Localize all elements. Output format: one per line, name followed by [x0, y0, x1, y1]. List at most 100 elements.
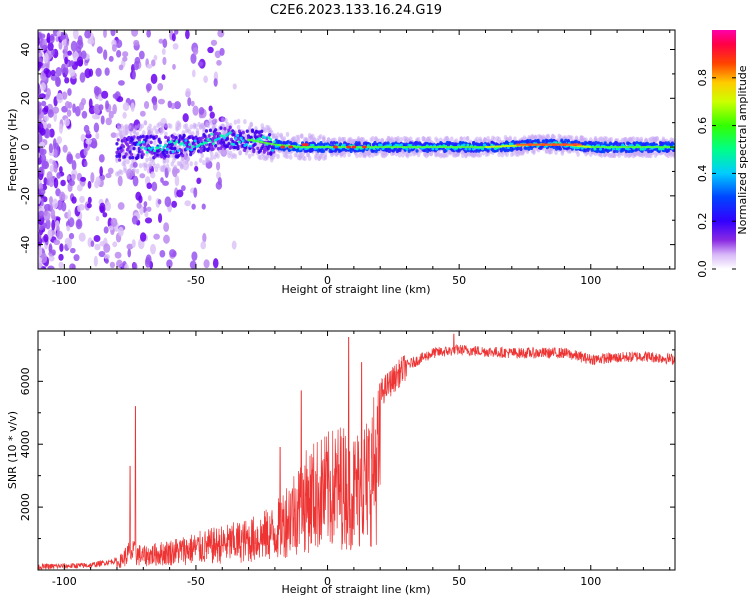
heatmap-blob — [47, 265, 55, 269]
heatmap-core — [189, 152, 193, 157]
heatmap-hot — [443, 145, 446, 149]
heatmap-blob — [64, 77, 70, 84]
heatmap-halo — [497, 151, 501, 158]
heatmap-mid — [151, 146, 155, 150]
heatmap-blob — [139, 232, 147, 242]
heatmap-blob — [74, 105, 81, 117]
heatmap-blob — [207, 46, 214, 54]
heatmap-blob — [122, 56, 128, 62]
heatmap-halo — [124, 168, 129, 175]
heatmap-halo — [570, 135, 574, 141]
heatmap-mid — [482, 143, 486, 147]
heatmap-blob — [53, 162, 58, 173]
heatmap-blob — [38, 105, 42, 116]
heatmap-hot — [339, 145, 343, 149]
heatmap-blob — [56, 30, 62, 37]
heatmap-halo — [337, 136, 342, 142]
heatmap-hot — [447, 145, 451, 149]
heatmap-blob — [105, 201, 111, 212]
heatmap-blob — [171, 33, 176, 42]
y-tick-label: -40 — [19, 236, 32, 254]
heatmap-hot — [476, 145, 480, 149]
heatmap-hot — [630, 145, 634, 149]
heatmap-core — [603, 141, 607, 145]
heatmap-blob — [80, 176, 87, 182]
heatmap-hot — [369, 145, 373, 149]
heatmap-core — [615, 141, 619, 146]
heatmap-core — [558, 147, 563, 151]
heatmap-blob — [48, 143, 54, 154]
heatmap-blob — [46, 123, 52, 129]
heatmap-blob — [52, 106, 60, 114]
heatmap-blob — [38, 61, 41, 72]
heatmap-blob — [58, 261, 64, 269]
heatmap-blob — [57, 199, 63, 211]
heatmap-mid — [153, 149, 157, 153]
heatmap-core — [479, 142, 484, 146]
heatmap-hot — [268, 142, 272, 145]
heatmap-blob — [49, 196, 53, 204]
heatmap-blob — [98, 250, 106, 258]
heatmap-hot — [316, 145, 320, 149]
heatmap-core — [657, 149, 661, 154]
heatmap-halo — [486, 135, 490, 142]
heatmap-halo — [511, 150, 516, 156]
heatmap-blob — [99, 202, 106, 214]
heatmap-blob — [51, 219, 56, 231]
heatmap-core — [214, 128, 218, 132]
heatmap-mid — [466, 143, 470, 147]
heatmap-core — [132, 135, 136, 139]
x-tick-label: -50 — [187, 575, 205, 588]
heatmap-blob — [193, 187, 198, 198]
heatmap-blob — [124, 263, 129, 269]
heatmap-core — [132, 146, 136, 151]
heatmap-hot — [470, 145, 474, 149]
heatmap-blob — [71, 160, 77, 171]
heatmap-blob — [59, 191, 66, 202]
heatmap-core — [407, 149, 411, 153]
heatmap-halo — [449, 136, 454, 142]
heatmap-blob — [208, 105, 213, 112]
heatmap-blob — [182, 113, 189, 123]
heatmap-halo — [162, 164, 167, 170]
heatmap-halo — [186, 156, 190, 163]
heatmap-core — [157, 137, 161, 142]
heatmap-blob — [76, 56, 84, 67]
heatmap-blob — [216, 161, 221, 171]
heatmap-hot — [619, 145, 623, 149]
heatmap-blob — [103, 49, 108, 61]
heatmap-blob — [67, 209, 72, 220]
heatmap-hot — [588, 145, 592, 149]
heatmap-hot — [624, 145, 627, 149]
heatmap-hot — [653, 145, 657, 149]
heatmap-blob — [58, 253, 64, 261]
heatmap-core — [225, 136, 230, 141]
heatmap-core — [219, 126, 223, 130]
heatmap-core — [117, 158, 122, 162]
heatmap-blob — [185, 88, 191, 98]
colorbar-tick-label: 0.6 — [696, 117, 709, 135]
heatmap-blob — [132, 161, 138, 168]
heatmap-blob — [66, 174, 71, 181]
heatmap-halo — [149, 127, 154, 134]
heatmap-hot — [424, 145, 427, 149]
heatmap-mid — [160, 148, 164, 152]
snr-series-line — [38, 333, 675, 570]
heatmap-core — [174, 136, 178, 140]
heatmap-blob — [153, 54, 158, 61]
heatmap-blob — [209, 111, 215, 119]
heatmap-mid — [193, 139, 197, 143]
heatmap-blob — [114, 251, 122, 259]
heatmap-mid — [143, 147, 147, 150]
heatmap-halo — [132, 167, 137, 174]
heatmap-mid — [175, 140, 179, 143]
heatmap-core — [448, 141, 452, 145]
heatmap-hot — [405, 145, 408, 149]
heatmap-mid — [248, 144, 252, 148]
heatmap-core — [349, 149, 353, 154]
heatmap-halo — [367, 152, 372, 159]
heatmap-blob — [88, 98, 93, 109]
x-tick-label: -50 — [187, 274, 205, 287]
heatmap-halo — [127, 167, 132, 174]
heatmap-blob — [144, 217, 153, 224]
